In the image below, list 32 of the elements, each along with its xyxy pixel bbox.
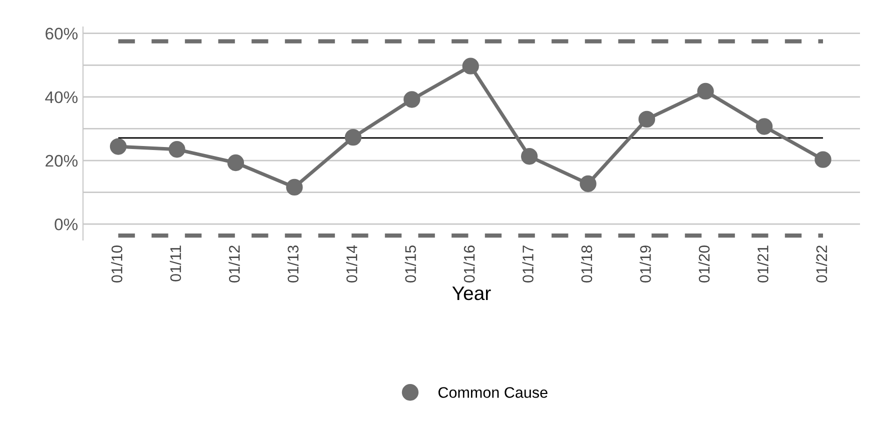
x-tick-label: 01/15 [404, 246, 416, 282]
point [756, 118, 773, 135]
point [404, 91, 420, 108]
point [286, 178, 303, 196]
x-tick-label: 01/21 [757, 246, 768, 282]
point [110, 138, 127, 155]
point [638, 110, 656, 128]
point [227, 154, 244, 172]
x-tick-label: 01/12 [228, 246, 240, 282]
point [344, 128, 362, 146]
x-tick-label: 01/19 [640, 246, 651, 282]
point [580, 175, 596, 192]
y-tick-label: 0% [54, 218, 78, 230]
y-tick-label: 40% [45, 91, 78, 104]
point [462, 58, 479, 74]
point [521, 148, 538, 165]
point [168, 141, 186, 158]
x-axis-title: Year [452, 286, 491, 300]
y-tick-label: 60% [46, 28, 78, 40]
x-tick-label: 01/13 [287, 246, 299, 282]
y-tick-label: 20% [46, 154, 78, 167]
x-tick-label: 01/10 [111, 245, 122, 282]
x-tick-label: 01/20 [698, 245, 710, 282]
x-tick-label: 01/18 [580, 246, 592, 282]
legend-label: Common Cause [438, 387, 548, 398]
x-tick-label: 01/17 [522, 246, 534, 282]
x-tick-label: 01/14 [346, 245, 358, 282]
x-tick-label: 01/16 [464, 246, 475, 282]
point [697, 82, 714, 100]
x-tick-label: 01/22 [816, 246, 828, 282]
x-tick-label: 01/11 [170, 246, 182, 282]
point [814, 151, 832, 168]
